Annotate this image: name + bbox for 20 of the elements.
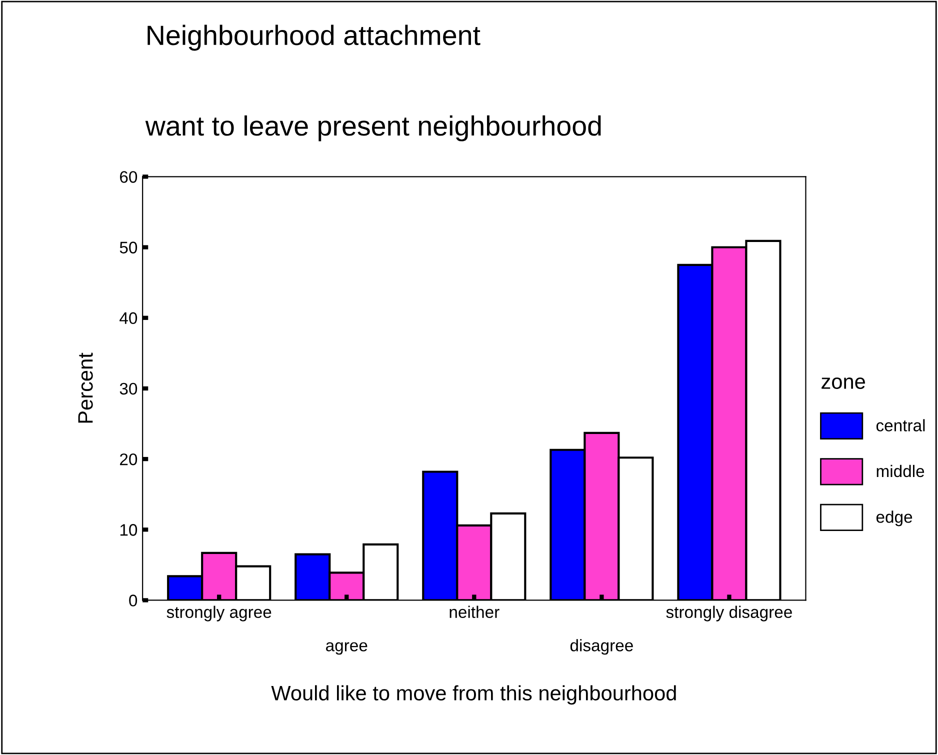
legend-title: zone	[822, 378, 865, 389]
x-tick-label: agree	[326, 642, 368, 655]
y-tick-label: 40	[120, 312, 138, 324]
legend-label: middle	[876, 464, 924, 478]
legend-label: central	[876, 419, 925, 432]
y-tick-label: 10	[120, 524, 138, 536]
y-tick-label: 0	[129, 594, 138, 606]
y-tick-label: 20	[120, 453, 138, 466]
y-tick-label: 60	[120, 171, 138, 183]
y-axis-title: Percent	[78, 352, 93, 423]
x-axis-title: Would like to move from this neighbourhood	[271, 685, 676, 705]
y-tick-label: 30	[120, 382, 138, 395]
y-tick-label: 50	[120, 242, 138, 254]
x-tick-label: strongly disagree	[666, 606, 792, 622]
chart-subtitle: want to leave present neighbourhood	[145, 115, 601, 142]
legend-label: edge	[876, 510, 912, 526]
x-tick-label: disagree	[570, 639, 633, 655]
x-tick-label: neither	[450, 606, 500, 618]
chart-title: Neighbourhood attachment	[148, 24, 480, 51]
x-tick-label: strongly agree	[166, 606, 272, 622]
